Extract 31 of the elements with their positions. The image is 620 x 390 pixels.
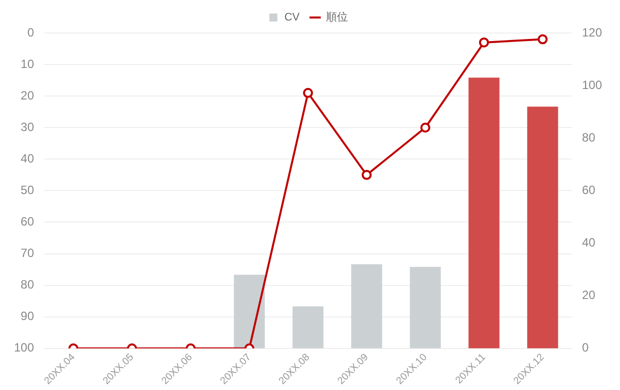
- bar: [468, 78, 500, 348]
- point: [303, 88, 313, 98]
- point: [538, 34, 548, 44]
- bar: [292, 306, 324, 348]
- y-tick-label: 10: [20, 56, 34, 71]
- point: [420, 122, 430, 133]
- y-tick-label: 40: [20, 151, 34, 166]
- y2-tick-label: 100: [582, 78, 602, 92]
- y2-tick-label: 40: [582, 236, 596, 250]
- y-tick-label: 80: [20, 278, 34, 292]
- y-tick-label: 90: [20, 309, 34, 324]
- legend-label: 順位: [326, 12, 348, 24]
- y-tick-label: 60: [20, 214, 34, 229]
- point: [478, 37, 489, 48]
- bar: [410, 266, 441, 348]
- y-tick-label: 20: [20, 88, 34, 102]
- y-tick-label: 100: [14, 340, 34, 355]
- y-tick-label: 0: [27, 25, 34, 40]
- y2-tick-label: 20: [582, 288, 596, 302]
- y2-tick-label: 0: [582, 340, 589, 355]
- bar: [351, 264, 382, 348]
- bar: [234, 274, 265, 348]
- y-tick-label: 70: [20, 246, 34, 260]
- y2-tick-label: 80: [582, 130, 596, 144]
- y2-tick-label: 60: [582, 183, 596, 198]
- y-tick-label: 50: [20, 183, 34, 198]
- point: [362, 170, 372, 180]
- y2-tick-label: 120: [582, 25, 602, 40]
- y-tick-label: 30: [20, 120, 34, 134]
- legend-label: CV: [284, 12, 300, 24]
- bar: [527, 106, 558, 348]
